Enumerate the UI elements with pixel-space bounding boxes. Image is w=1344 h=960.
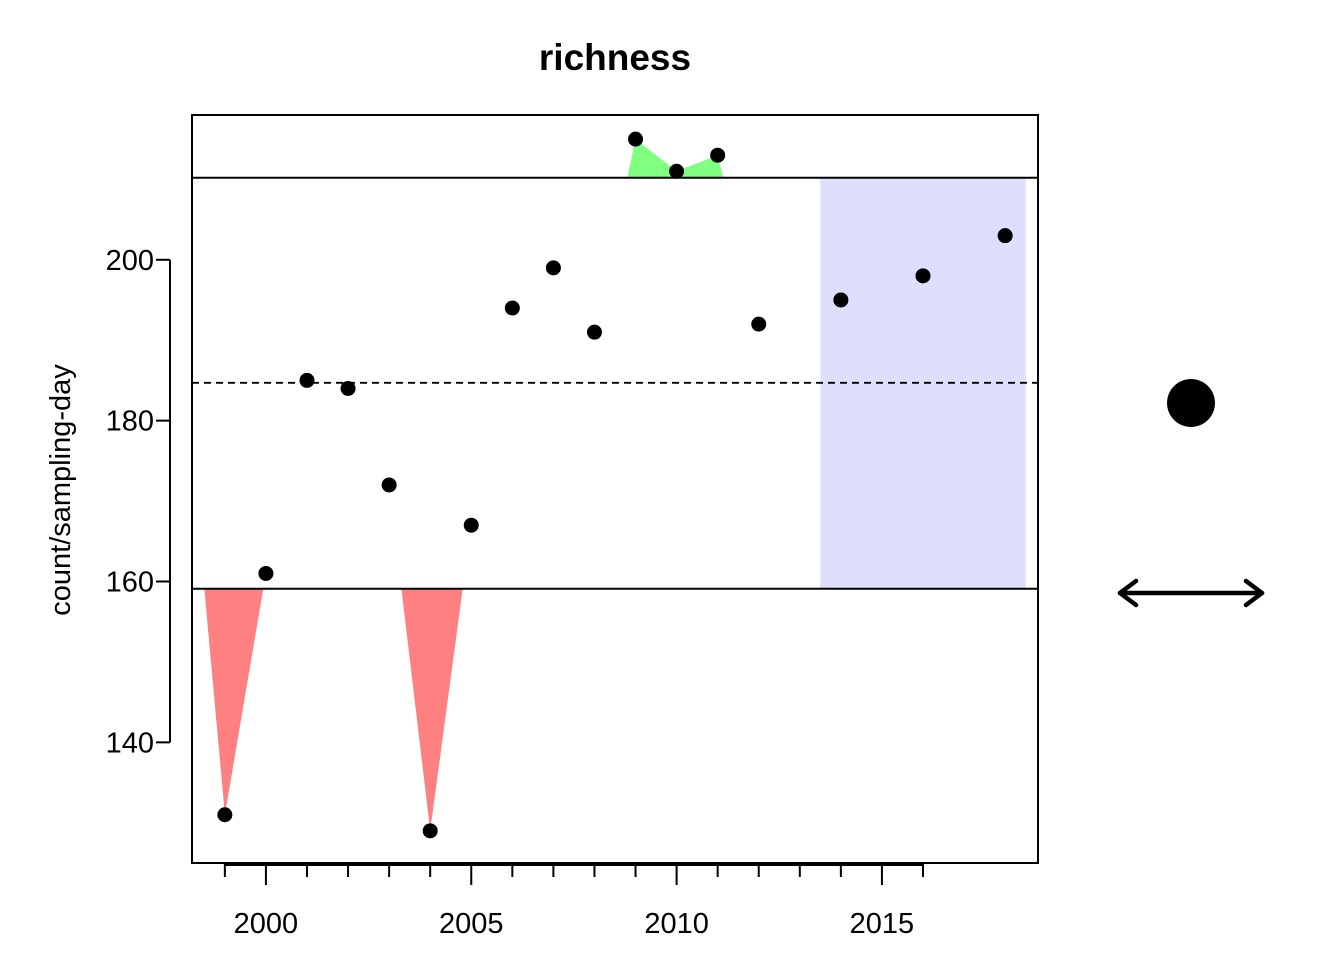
data-point (669, 163, 685, 179)
y-axis: 140 160 180 200 (106, 245, 171, 759)
x-axis: 2000 2005 2010 2015 (223, 863, 925, 940)
data-point (504, 300, 520, 316)
x-tick-label: 2000 (234, 908, 299, 940)
data-point (545, 260, 561, 276)
y-tick-label: 200 (106, 245, 154, 277)
y-tick-label: 180 (106, 406, 154, 438)
anomaly-fills (204, 139, 724, 831)
below-limit-fill (204, 588, 264, 815)
y-tick-label: 140 (106, 727, 154, 759)
data-point (751, 316, 767, 332)
y-tick-label: 160 (106, 566, 154, 598)
x-tick-label: 2015 (850, 908, 915, 940)
data-point (628, 131, 644, 147)
data-point (997, 228, 1013, 244)
x-tick-label: 2005 (439, 908, 504, 940)
plot-frame (191, 114, 1039, 864)
data-point (710, 147, 726, 163)
data-point (217, 807, 233, 823)
status-circle-icon (1167, 379, 1215, 427)
data-point (381, 477, 397, 493)
data-point (915, 268, 931, 284)
plot-area (191, 114, 1039, 864)
data-point (463, 517, 479, 533)
chart-title: richness (539, 37, 691, 78)
data-point (258, 565, 274, 581)
data-point (586, 324, 602, 340)
y-axis-label: count/sampling-day (45, 364, 77, 616)
above-limit-fill (627, 139, 724, 178)
data-point (422, 823, 438, 839)
data-point (833, 292, 849, 308)
data-point (299, 372, 315, 388)
x-tick-label: 2010 (644, 908, 709, 940)
recent-period-shade (820, 177, 1026, 589)
below-limit-fill (401, 588, 463, 831)
double-arrow-icon (1117, 578, 1265, 608)
data-point (340, 380, 356, 396)
data-points (217, 131, 1013, 839)
